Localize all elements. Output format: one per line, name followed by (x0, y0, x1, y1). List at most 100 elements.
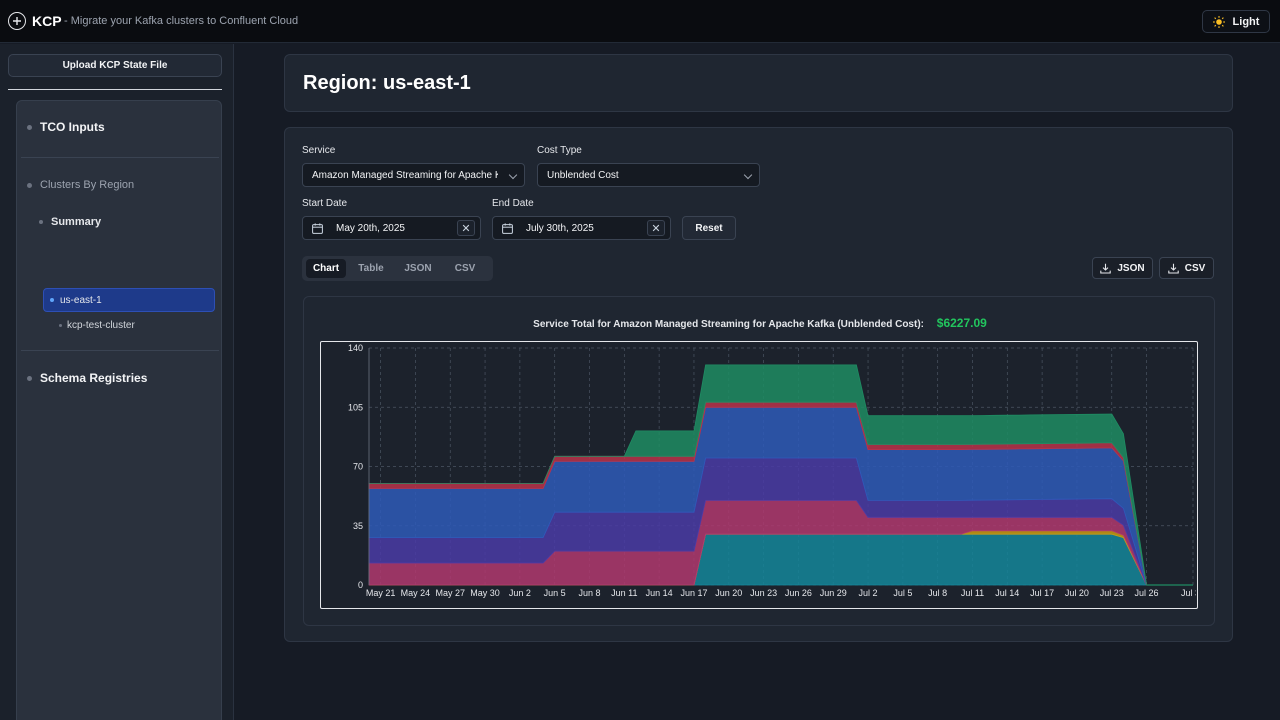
x-tick-label: Jul 30 (1181, 588, 1196, 598)
x-tick-label: Jul 26 (1135, 588, 1159, 598)
x-tick-label: May 24 (401, 588, 431, 598)
cost-explorer-card: Service Amazon Managed Streaming for Apa… (284, 127, 1233, 642)
y-tick-label: 105 (348, 402, 363, 412)
x-tick-label: Jun 11 (611, 588, 637, 598)
tab-table[interactable]: Table (358, 263, 384, 274)
x-tick-label: Jun 23 (750, 588, 777, 598)
theme-toggle-button[interactable]: Light (1202, 10, 1270, 33)
sidebar-item-label: Summary (51, 216, 102, 228)
x-tick-label: Jun 17 (680, 588, 707, 598)
sidebar: Upload KCP State File TCO Inputs Cluster… (0, 44, 234, 720)
nav-divider (21, 350, 219, 351)
x-tick-label: Jul 23 (1100, 588, 1124, 598)
app-tagline: - Migrate your Kafka clusters to Conflue… (64, 15, 299, 27)
chart-card: Service Total for Amazon Managed Streami… (303, 296, 1215, 626)
cost-type-select[interactable]: Unblended Cost (537, 163, 760, 187)
kcp-logo-icon (8, 12, 26, 30)
cost-type-label: Cost Type (537, 145, 582, 156)
sidebar-item-us-east-1[interactable]: us-east-1 (43, 288, 215, 312)
service-select[interactable]: Amazon Managed Streaming for Apache Kafk… (302, 163, 525, 187)
y-tick-label: 0 (358, 580, 363, 590)
chart-title: Service Total for Amazon Managed Streami… (304, 316, 1216, 330)
download-icon (1100, 263, 1112, 274)
end-date-picker[interactable]: July 30th, 2025 ✕ (492, 216, 671, 240)
sidebar-item-kcp-test-cluster[interactable]: kcp-test-cluster (59, 320, 135, 331)
clear-start-date-button[interactable]: ✕ (457, 220, 475, 236)
x-tick-label: Jul 2 (859, 588, 878, 598)
x-tick-label: Jun 8 (578, 588, 600, 598)
x-tick-label: Jun 5 (544, 588, 566, 598)
close-icon: ✕ (461, 222, 471, 235)
service-label: Service (302, 145, 336, 156)
sun-icon (1212, 15, 1225, 28)
sidebar-item-schema-registries[interactable]: Schema Registries (27, 371, 147, 385)
view-tabs: Chart Table JSON CSV (302, 256, 493, 281)
download-json-label: JSON (1117, 262, 1145, 274)
top-bar: KCP - Migrate your Kafka clusters to Con… (0, 0, 1280, 43)
sidebar-item-clusters-by-region[interactable]: Clusters By Region (27, 179, 134, 191)
app-name: KCP (32, 13, 62, 29)
x-tick-label: May 27 (435, 588, 465, 598)
bullet-icon (27, 375, 32, 381)
close-icon: ✕ (651, 222, 661, 235)
x-tick-label: Jun 14 (646, 588, 673, 598)
y-tick-label: 70 (353, 462, 363, 472)
x-tick-label: Jun 29 (820, 588, 847, 598)
calendar-icon (312, 223, 323, 234)
stacked-area-chart: 0 35 70 105 140 May 21 May 24 May 27 May 30 Jun 2… (348, 343, 1205, 598)
sidebar-item-summary[interactable]: Summary (39, 216, 101, 228)
chevron-down-icon (743, 170, 753, 180)
region-header-card: Region: us-east-1 (284, 54, 1233, 112)
y-tick-label: 140 (348, 343, 363, 353)
bullet-icon (27, 182, 32, 188)
sidebar-item-label: kcp-test-cluster (67, 320, 135, 331)
sidebar-item-label: us-east-1 (60, 294, 102, 306)
tab-csv[interactable]: CSV (454, 263, 476, 274)
x-tick-label: Jul 17 (1030, 588, 1054, 598)
end-date-value: July 30th, 2025 (526, 223, 594, 234)
x-tick-label: Jul 14 (995, 588, 1019, 598)
start-date-value: May 20th, 2025 (336, 223, 405, 234)
start-date-picker[interactable]: May 20th, 2025 ✕ (302, 216, 481, 240)
sidebar-item-tco-inputs[interactable]: TCO Inputs (27, 120, 105, 134)
x-tick-label: Jul 11 (961, 588, 984, 598)
reset-button[interactable]: Reset (682, 216, 736, 240)
clear-end-date-button[interactable]: ✕ (647, 220, 665, 236)
nav-panel: TCO Inputs Clusters By Region Summary us… (16, 100, 222, 720)
x-tick-label: Jun 26 (785, 588, 812, 598)
bullet-icon (50, 298, 54, 302)
chart-frame: 0 35 70 105 140 May 21 May 24 May 27 May 30 Jun 2… (320, 341, 1205, 609)
sidebar-item-label: TCO Inputs (40, 120, 105, 134)
end-date-label: End Date (492, 198, 534, 209)
tab-chart[interactable]: Chart (306, 259, 346, 278)
bullet-icon (59, 324, 62, 327)
x-tick-label: May 21 (366, 588, 396, 598)
start-date-label: Start Date (302, 198, 348, 209)
download-csv-button[interactable]: CSV (1159, 257, 1214, 279)
chart-total-value: $6227.09 (936, 316, 987, 330)
bullet-icon (27, 124, 32, 130)
area-series-6 (369, 364, 1193, 586)
x-tick-label: Jun 20 (715, 588, 742, 598)
tab-json[interactable]: JSON (404, 263, 432, 274)
download-icon (1167, 263, 1179, 274)
bullet-icon (39, 220, 43, 224)
x-tick-label: Jul 8 (928, 588, 947, 598)
page-title: Region: us-east-1 (303, 72, 471, 94)
chevron-down-icon (508, 170, 518, 180)
sidebar-item-label: Clusters By Region (40, 179, 135, 191)
theme-label: Light (1232, 15, 1260, 28)
x-tick-label: May 30 (470, 588, 500, 598)
sidebar-item-label: Schema Registries (40, 371, 148, 385)
x-tick-label: Jul 20 (1065, 588, 1089, 598)
cost-type-select-value: Unblended Cost (547, 169, 619, 181)
chart-title-text: Service Total for Amazon Managed Streami… (533, 319, 924, 330)
x-tick-label: Jul 5 (893, 588, 912, 598)
download-json-button[interactable]: JSON (1092, 257, 1153, 279)
download-csv-label: CSV (1184, 262, 1206, 274)
calendar-icon (502, 223, 513, 234)
x-tick-label: Jun 2 (509, 588, 531, 598)
upload-state-file-button[interactable]: Upload KCP State File (8, 54, 222, 77)
sidebar-divider (8, 89, 222, 90)
nav-divider (21, 157, 219, 158)
